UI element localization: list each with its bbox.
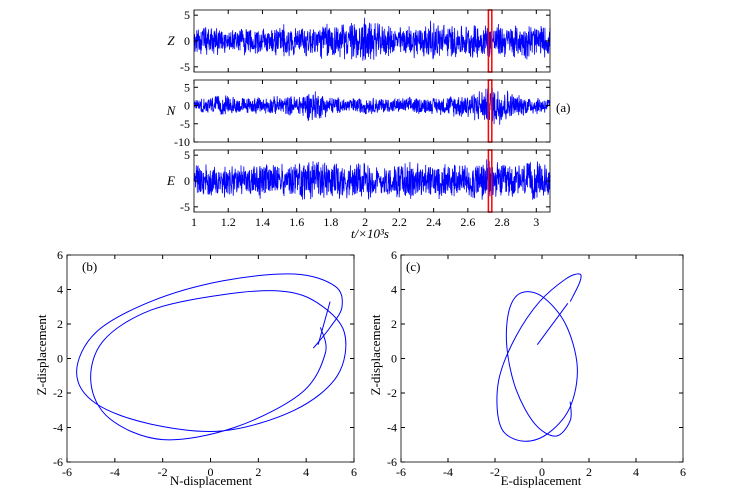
panel-c-xtick-label: 2 xyxy=(586,465,592,479)
trace-e-series-line xyxy=(193,159,551,200)
trace-z-channel-label: Z xyxy=(167,33,175,48)
panel-b-frame xyxy=(66,254,355,463)
panel-b-xtick-label: 6 xyxy=(351,465,357,479)
panel-a-label: (a) xyxy=(556,100,570,115)
time-xtick-label: 1.2 xyxy=(221,215,236,229)
panel-b-xtick-label: -6 xyxy=(62,465,72,479)
trace-n-frame xyxy=(193,79,551,143)
panel-c-ytick-label: -6 xyxy=(387,455,397,469)
panel-c: -6 -4 -2 0 2 4 6 -6 -4 -2 0 2 4 6 xyxy=(387,248,686,479)
time-xtick-label: 1.4 xyxy=(255,215,270,229)
time-xtick-label: 2 xyxy=(362,215,368,229)
time-xtick-label: 2.8 xyxy=(495,215,510,229)
panel-b-ytick-label: -6 xyxy=(53,455,63,469)
panel-b-orbit-line xyxy=(76,273,347,441)
trace-n-ytick-label: 0 xyxy=(184,99,190,113)
trace-z-ytick-label: 0 xyxy=(184,34,190,48)
trace-n-ytick-label: -10 xyxy=(174,135,190,149)
panel-b-ytick-label: 2 xyxy=(57,317,63,331)
panel-b: -6 -4 -2 0 2 4 6 -6 -4 -2 0 2 4 6 xyxy=(53,248,357,479)
trace-n-ytick-label: 5 xyxy=(184,80,190,94)
panel-c-xtick-label: 0 xyxy=(539,465,545,479)
time-xtick-label: 1.8 xyxy=(323,215,338,229)
panel-b-label: (b) xyxy=(82,259,97,274)
panel-c-xtick-label: 6 xyxy=(680,465,686,479)
panel-c-label: (c) xyxy=(406,259,420,274)
panel-b-xtick-label: 0 xyxy=(208,465,214,479)
panel-b-xtick-label: 4 xyxy=(303,465,309,479)
trace-e-plot: E -5 0 5 1 1.2 1.4 1.6 1.8 2 2.2 2.4 2.6 2.8 3 xyxy=(166,148,551,229)
panel-b-ytick-label: 6 xyxy=(57,248,63,262)
time-xtick-label: 1 xyxy=(191,215,197,229)
panel-c-ylabel: Z-displacement xyxy=(368,314,383,395)
panel-c-xtick-label: 4 xyxy=(633,465,639,479)
trace-n-ytick-label: -5 xyxy=(180,117,190,131)
panel-b-xtick-label: -2 xyxy=(158,465,168,479)
time-xtick-label: 2.6 xyxy=(460,215,475,229)
panel-c-ytick-label: 4 xyxy=(391,283,397,297)
trace-z-plot: Z -5 0 5 xyxy=(167,8,551,74)
panel-c-orbit-tail xyxy=(536,303,569,345)
trace-e-ytick-label: -5 xyxy=(180,200,190,214)
trace-z-series-line xyxy=(193,17,551,61)
trace-z-ytick-label: -5 xyxy=(180,60,190,74)
panel-b-xlabel: N-displacement xyxy=(170,473,253,488)
panel-c-ytick-label: 6 xyxy=(391,248,397,262)
panel-c-ytick-label: -4 xyxy=(387,421,397,435)
panel-c-ytick-label: 2 xyxy=(391,317,397,331)
trace-z-ytick-label: 5 xyxy=(184,8,190,22)
panel-b-xtick-label: 2 xyxy=(255,465,261,479)
panel-b-ytick-label: 4 xyxy=(57,283,63,297)
panel-c-orbit-line xyxy=(496,273,582,442)
panel-c-xtick-label: -2 xyxy=(490,465,500,479)
panel-c-xlabel: E-displacement xyxy=(501,473,582,488)
panel-b-ytick-label: -4 xyxy=(53,421,63,435)
panel-c-ytick-label: -2 xyxy=(387,386,397,400)
panel-b-orbit-tail xyxy=(317,301,331,345)
time-xtick-label: 2.2 xyxy=(392,215,407,229)
panel-b-ytick-label: 0 xyxy=(57,352,63,366)
trace-n-plot: N -10 -5 0 5 xyxy=(166,79,551,149)
trace-n-series-line xyxy=(193,88,551,125)
trace-e-channel-label: E xyxy=(166,173,175,188)
time-xtick-label: 2.4 xyxy=(426,215,441,229)
time-xtick-label: 1.6 xyxy=(289,215,304,229)
trace-n-channel-label: N xyxy=(166,103,177,118)
panel-c-xtick-label: -4 xyxy=(443,465,453,479)
panel-c-xtick-label: -6 xyxy=(396,465,406,479)
panel-c-ytick-label: 0 xyxy=(391,352,397,366)
trace-n-highlight-window xyxy=(487,79,493,143)
trace-e-ytick-label: 0 xyxy=(184,174,190,188)
panel-b-ytick-label: -2 xyxy=(53,386,63,400)
time-xtick-label: 3 xyxy=(533,215,539,229)
time-axis-label: t/×10³s xyxy=(351,226,389,241)
trace-e-ytick-label: 5 xyxy=(184,148,190,162)
panel-b-xtick-label: -4 xyxy=(110,465,120,479)
panel-b-ylabel: Z-displacement xyxy=(34,314,49,395)
